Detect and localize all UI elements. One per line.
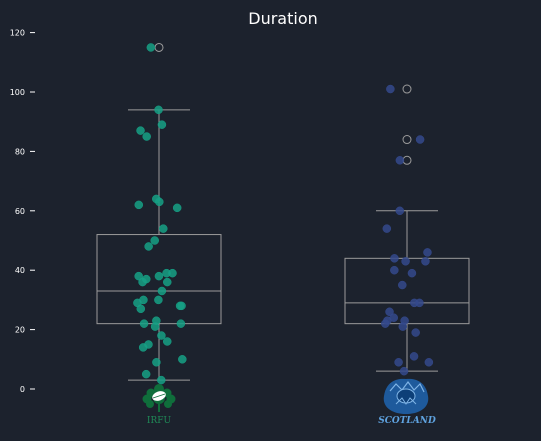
scotland-logo-text: SCOTLAND xyxy=(378,416,436,426)
data-point xyxy=(152,358,161,367)
data-point xyxy=(146,43,156,52)
outlier-marker xyxy=(154,42,164,52)
irfu-logo xyxy=(142,384,176,412)
data-point xyxy=(410,298,419,308)
y-tick-label: 120 xyxy=(10,29,25,38)
data-point xyxy=(157,120,167,129)
data-point xyxy=(141,369,151,379)
data-point xyxy=(159,224,168,233)
y-tick-label: 0 xyxy=(20,385,25,394)
data-point xyxy=(154,295,163,305)
point-group xyxy=(133,43,434,385)
data-point xyxy=(177,301,186,311)
data-point xyxy=(150,236,159,245)
data-point xyxy=(398,280,407,290)
data-point xyxy=(424,358,434,367)
data-point xyxy=(154,105,163,115)
data-point xyxy=(411,328,420,337)
data-point xyxy=(390,265,399,275)
data-point xyxy=(136,304,146,314)
data-point xyxy=(157,331,166,340)
data-point xyxy=(399,366,409,376)
data-point xyxy=(142,132,151,141)
data-point xyxy=(423,248,432,257)
iqr-box xyxy=(344,257,470,325)
data-point xyxy=(144,242,153,251)
data-point xyxy=(390,254,399,263)
data-point xyxy=(409,352,419,361)
data-point xyxy=(155,197,164,207)
data-point xyxy=(395,156,405,165)
data-point xyxy=(394,358,403,367)
data-point xyxy=(415,135,425,144)
data-point xyxy=(138,277,147,287)
y-tick-label: 80 xyxy=(15,147,25,156)
data-point xyxy=(134,200,144,210)
data-point xyxy=(136,126,145,135)
data-point xyxy=(401,257,410,266)
outlier-marker xyxy=(402,135,412,145)
irfu-logo-text: IRFU xyxy=(147,416,172,426)
y-tick-label: 100 xyxy=(10,88,25,97)
y-tick-label: 40 xyxy=(15,266,25,275)
data-point xyxy=(150,322,160,331)
data-point xyxy=(178,355,187,364)
y-axis: 0 20 40 60 80 100 120 xyxy=(10,29,35,394)
y-tick-label: 20 xyxy=(15,326,25,335)
data-point xyxy=(139,319,149,328)
outlier-marker xyxy=(402,84,412,94)
data-point xyxy=(163,277,172,287)
data-point xyxy=(162,268,171,278)
data-point xyxy=(421,257,430,266)
data-point xyxy=(395,206,405,216)
data-point xyxy=(386,84,395,94)
y-tick-label: 60 xyxy=(15,207,25,216)
data-point xyxy=(157,375,166,385)
data-point xyxy=(162,337,172,346)
box-irfu xyxy=(96,42,222,381)
data-point xyxy=(138,343,148,352)
chart-title: Duration xyxy=(248,9,318,28)
data-point xyxy=(407,268,417,278)
data-point xyxy=(381,319,390,328)
data-point xyxy=(176,319,186,328)
data-point xyxy=(157,286,167,296)
box-scotland xyxy=(344,84,470,372)
data-point xyxy=(398,322,408,331)
scotland-thistle-logo xyxy=(383,378,429,414)
data-point xyxy=(382,224,392,233)
data-point xyxy=(134,271,143,281)
outlier-marker xyxy=(402,155,412,165)
data-point xyxy=(385,307,394,317)
data-point xyxy=(172,203,182,213)
data-point xyxy=(154,271,164,281)
